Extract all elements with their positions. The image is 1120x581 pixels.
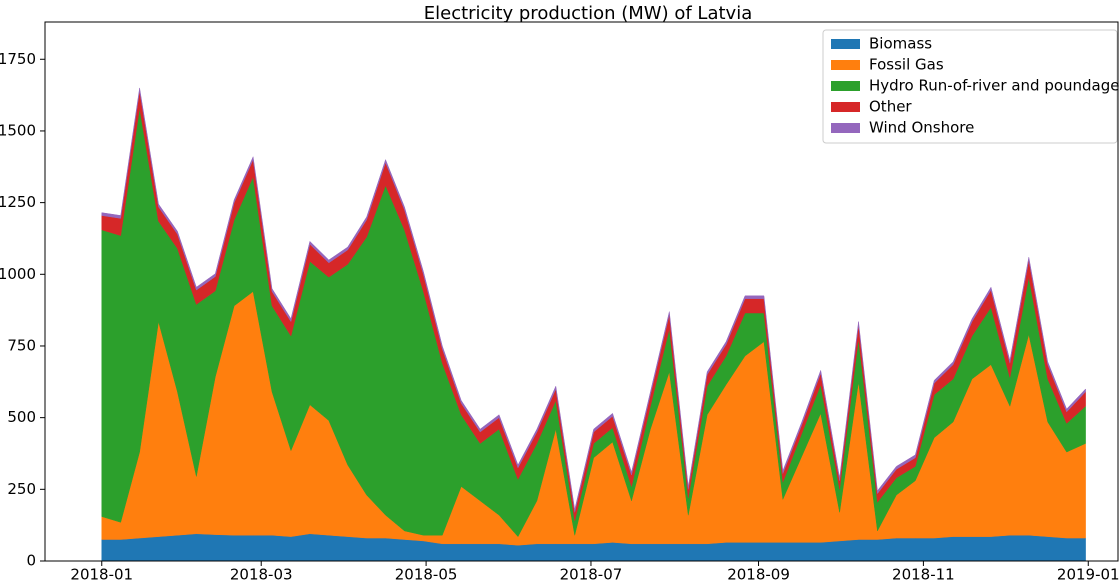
x-tick-label: 2018-09	[727, 566, 790, 581]
legend-swatch	[831, 81, 860, 91]
legend-swatch	[831, 123, 860, 133]
y-tick-label: 1750	[0, 50, 36, 68]
x-tick-label: 2018-11	[892, 566, 955, 581]
legend-label: Other	[869, 98, 912, 116]
x-tick-label: 2018-01	[70, 566, 133, 581]
legend-label: Biomass	[869, 35, 932, 53]
chart-title: Electricity production (MW) of Latvia	[424, 3, 752, 24]
legend-swatch	[831, 39, 860, 49]
x-tick-label: 2018-07	[560, 566, 623, 581]
legend-label: Wind Onshore	[869, 119, 974, 137]
area	[101, 87, 1086, 513]
y-tick-label: 1500	[0, 121, 36, 139]
legend-label: Fossil Gas	[869, 56, 944, 74]
x-tick-label: 2018-03	[230, 566, 293, 581]
y-tick-label: 0	[26, 552, 36, 570]
plot-frame	[44, 21, 1119, 562]
legend-swatch	[831, 102, 860, 112]
legend-label: Hydro Run-of-river and poundage	[869, 77, 1120, 95]
plot-area	[101, 87, 1086, 562]
x-tick-label: 2018-05	[395, 566, 458, 581]
legend-swatch	[831, 60, 860, 70]
y-tick-label: 1000	[0, 265, 36, 283]
legend-box	[822, 29, 1118, 144]
y-tick-label: 250	[7, 480, 36, 498]
y-tick-label: 1250	[0, 193, 36, 211]
y-tick-label: 750	[7, 336, 36, 354]
x-tick-label: 2019-01	[1057, 566, 1120, 581]
y-tick-label: 500	[7, 408, 36, 426]
